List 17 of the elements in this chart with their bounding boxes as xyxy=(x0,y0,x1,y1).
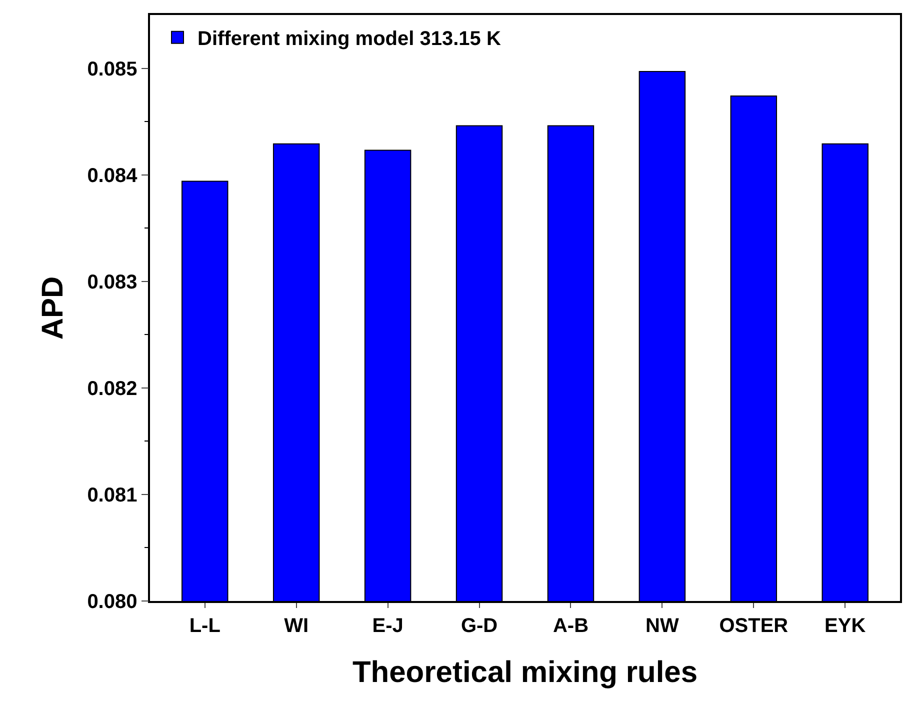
x-tick-label: A-B xyxy=(552,614,589,637)
x-tick-label: EYK xyxy=(824,614,866,637)
y-axis-title: APD xyxy=(36,276,70,340)
y-tick-label: 0.083 xyxy=(87,271,138,294)
y-tick-label: 0.082 xyxy=(87,378,138,400)
y-tick-label: 0.084 xyxy=(87,164,138,187)
y-tick-label: 0.085 xyxy=(87,58,138,80)
y-tick-label: 0.080 xyxy=(87,591,138,613)
x-tick-label: E-J xyxy=(372,614,404,637)
legend-label: Different mixing model 313.15 K xyxy=(198,28,502,50)
x-tick-label: NW xyxy=(646,614,679,637)
x-tick-label: G-D xyxy=(460,614,498,637)
x-axis-title: Theoretical mixing rules xyxy=(352,656,698,689)
y-tick-label: 0.081 xyxy=(87,484,138,506)
x-tick-label: OSTER xyxy=(719,614,789,637)
x-tick-label: WI xyxy=(284,614,309,637)
x-tick-label: L-L xyxy=(189,614,220,637)
